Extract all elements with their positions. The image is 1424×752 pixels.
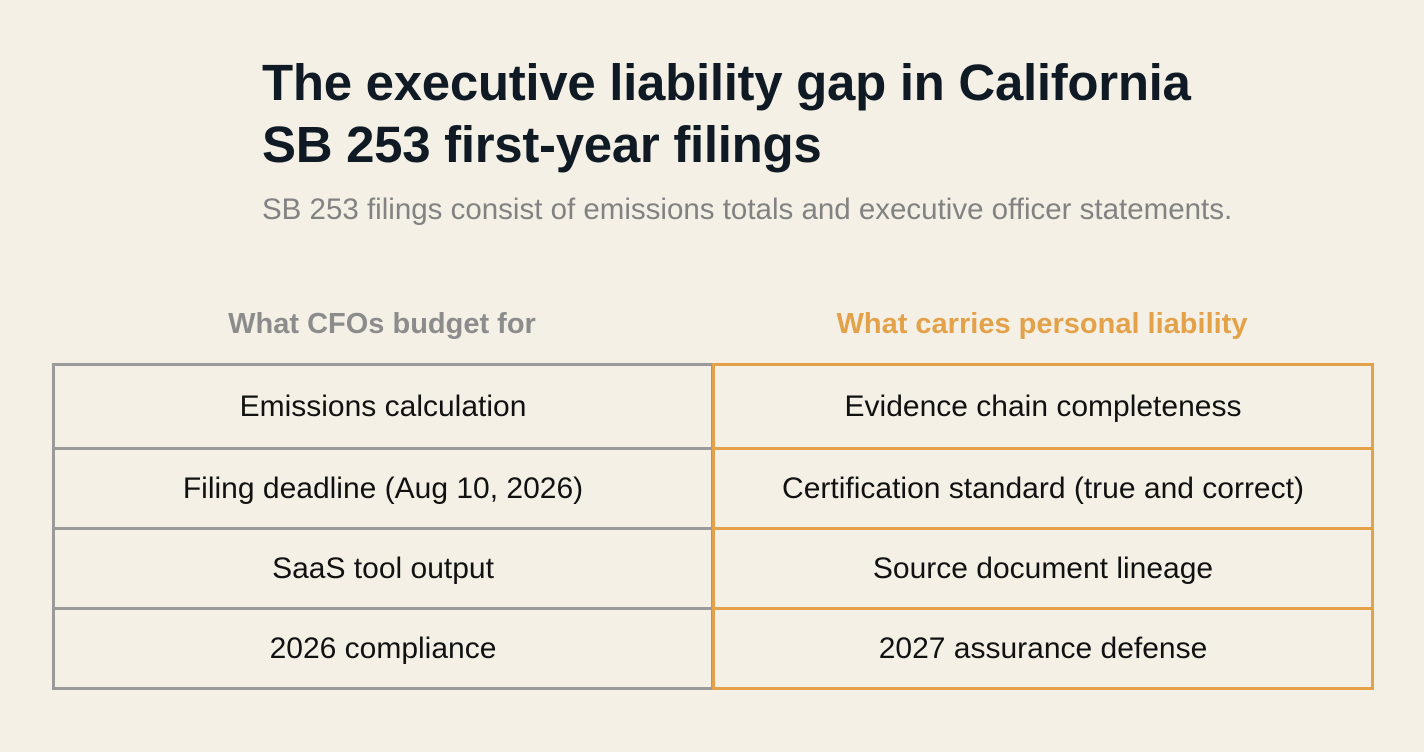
right-cell-certification-standard: Certification standard (true and correct… bbox=[715, 447, 1371, 527]
left-cell-saas-tool-output: SaaS tool output bbox=[55, 527, 711, 607]
right-column-header: What carries personal liability bbox=[836, 308, 1248, 340]
comparison-table: Emissions calculation Filing deadline (A… bbox=[52, 363, 1374, 690]
title-line-1: The executive liability gap in Californi… bbox=[262, 54, 1191, 111]
right-column: Evidence chain completeness Certificatio… bbox=[712, 363, 1374, 690]
right-cell-evidence-chain: Evidence chain completeness bbox=[844, 389, 1242, 423]
left-cell-filing-deadline: Filing deadline (Aug 10, 2026) bbox=[55, 447, 711, 527]
left-cell-emissions-calculation: Emissions calculation bbox=[239, 389, 527, 423]
left-column-header: What CFOs budget for bbox=[228, 308, 536, 340]
left-column: Emissions calculation Filing deadline (A… bbox=[52, 363, 714, 690]
title-line-2: SB 253 first-year filings bbox=[262, 116, 822, 173]
page-subtitle: SB 253 filings consist of emissions tota… bbox=[262, 193, 1233, 226]
right-cell-source-document-lineage: Source document lineage bbox=[715, 527, 1371, 607]
left-cell-2026-compliance: 2026 compliance bbox=[55, 607, 711, 687]
right-cell-2027-assurance-defense: 2027 assurance defense bbox=[715, 607, 1371, 687]
page-title: The executive liability gap in Californi… bbox=[262, 52, 1191, 176]
